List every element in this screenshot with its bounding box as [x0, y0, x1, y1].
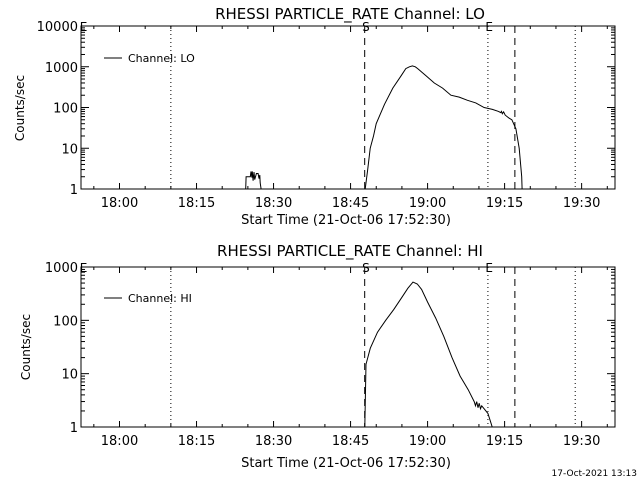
hi-marker-s-1: S — [362, 261, 370, 275]
hi-x-tick-label: 19:30 — [563, 434, 600, 449]
lo-y-tick-label: 10 — [61, 142, 78, 157]
hi-y-tick-label: 1 — [70, 421, 78, 436]
hi-x-tick-label: 18:45 — [332, 434, 369, 449]
lo-y-tick-label: 100 — [53, 102, 78, 117]
lo-x-tick-label: 19:30 — [563, 196, 600, 211]
hi-chart-title: RHESSI PARTICLE_RATE Channel: HI — [217, 242, 483, 261]
hi-y-tick-label: 10 — [61, 368, 78, 383]
lo-marker-e-0: E — [80, 20, 88, 34]
lo-channel-panel: RHESSI PARTICLE_RATE Channel: LO Start T… — [13, 5, 616, 228]
hi-y-tick-label: 100 — [53, 314, 78, 329]
lo-x-tick-label: 19:00 — [409, 196, 446, 211]
lo-marker-s-1: S — [362, 20, 370, 34]
lo-x-tick-label: 18:00 — [101, 196, 138, 211]
hi-legend-label: Channel: HI — [128, 292, 192, 305]
lo-marker-e-2: E — [485, 20, 493, 34]
hi-channel-panel: RHESSI PARTICLE_RATE Channel: HI Start T… — [19, 242, 616, 471]
hi-y-axis-label: Counts/sec — [19, 314, 33, 380]
hi-marker-e-2: E — [485, 261, 493, 275]
hi-plot-frame — [80, 266, 616, 428]
lo-x-tick-label: 18:15 — [178, 196, 215, 211]
hi-x-tick-label: 19:00 — [409, 434, 446, 449]
hi-x-tick-label: 18:30 — [255, 434, 292, 449]
hi-y-tick-label: 1000 — [45, 261, 78, 276]
lo-chart-title: RHESSI PARTICLE_RATE Channel: LO — [215, 5, 485, 24]
hi-x-tick-label: 19:15 — [486, 434, 523, 449]
hi-x-axis-label: Start Time (21-Oct-06 17:52:30) — [241, 456, 451, 471]
lo-series-line-0 — [245, 65, 523, 190]
lo-x-tick-label: 18:45 — [332, 196, 369, 211]
lo-legend-label: Channel: LO — [128, 52, 195, 65]
lo-y-axis-label: Counts/sec — [13, 75, 27, 141]
lo-x-axis-label: Start Time (21-Oct-06 17:52:30) — [241, 213, 451, 228]
hi-marker-e-0: E — [80, 261, 88, 275]
footer-timestamp: 17-Oct-2021 13:13 — [552, 469, 637, 479]
lo-y-tick-label: 1 — [70, 183, 78, 198]
lo-x-tick-label: 18:30 — [255, 196, 292, 211]
hi-series-line-0 — [364, 281, 493, 428]
hi-x-tick-label: 18:15 — [178, 434, 215, 449]
hi-x-tick-label: 18:00 — [101, 434, 138, 449]
lo-plot-frame — [80, 25, 616, 190]
lo-y-tick-label: 10000 — [37, 20, 78, 35]
lo-x-tick-label: 19:15 — [486, 196, 523, 211]
lo-y-tick-label: 1000 — [45, 61, 78, 76]
